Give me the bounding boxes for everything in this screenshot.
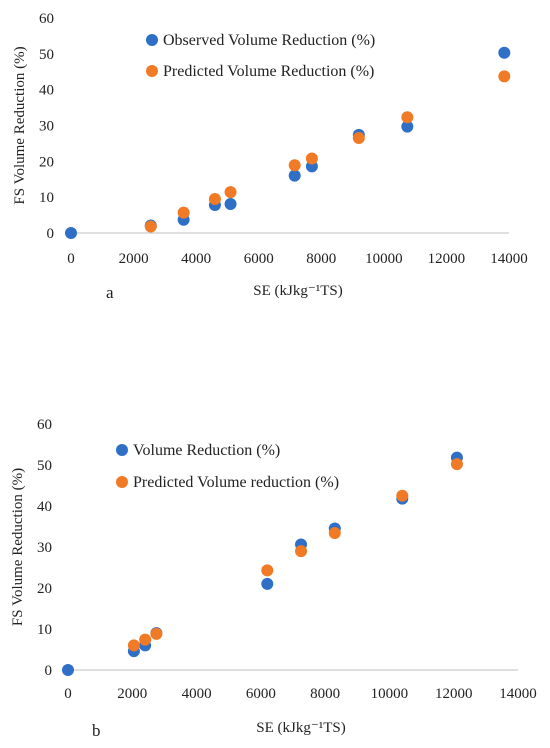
y-tick-label: 40 (37, 499, 52, 515)
y-tick-label: 30 (37, 540, 52, 556)
data-point-series-2 (352, 132, 365, 145)
legend-label: Predicted Volume reduction (%) (133, 474, 339, 491)
data-point-series-2 (450, 458, 463, 471)
legend-marker (116, 476, 128, 488)
data-point-series-2 (288, 159, 301, 172)
y-tick-label: 50 (37, 458, 52, 474)
y-tick-label: 0 (47, 226, 55, 242)
chart-panel-b: 0 10 20 30 40 50 60 0 2000 4000 6000 8000 10000 12000… (10, 417, 537, 740)
legend-label: Volume Reduction (%) (133, 442, 280, 459)
y-tick-label: 0 (45, 663, 53, 679)
legend-label: Observed Volume Reduction (%) (163, 32, 375, 49)
x-axis-title: SE (kJkg⁻¹TS) (256, 720, 346, 736)
data-point-series-1 (65, 227, 77, 239)
y-tick-label: 10 (37, 622, 52, 638)
data-point-series-2 (305, 152, 318, 165)
panel-label: b (92, 721, 101, 740)
data-point-series-2 (127, 639, 140, 652)
data-point-series-2 (144, 220, 157, 233)
x-tick-label: 6000 (246, 686, 276, 702)
legend-label: Predicted Volume Reduction (%) (163, 63, 374, 80)
data-point-series-1 (62, 664, 74, 676)
y-tick-label: 40 (39, 83, 54, 99)
x-axis-title: SE (kJkg⁻¹TS) (253, 283, 343, 299)
data-point-series-2 (224, 186, 237, 199)
data-point-series-1 (401, 120, 414, 133)
data-point-series-2 (295, 545, 308, 558)
y-tick-label: 20 (39, 154, 54, 170)
y-tick-label: 60 (39, 11, 54, 27)
y-tick-label: 20 (37, 581, 52, 597)
y-axis-title: FS Volume Reduction (%) (10, 468, 26, 626)
y-tick-label: 50 (39, 47, 54, 63)
y-tick-label: 30 (39, 119, 54, 135)
data-point-series-1 (261, 577, 274, 590)
data-point-series-2 (328, 527, 341, 540)
data-point-series-2 (498, 70, 511, 83)
chart-panel-a: 0 10 20 30 40 50 60 0 2000 4000 6000 8000 10000 12000… (12, 11, 528, 302)
legend-marker (116, 444, 128, 456)
y-tick-label: 60 (37, 417, 52, 433)
x-tick-label: 4000 (182, 686, 212, 702)
data-point-series-1 (288, 169, 301, 182)
y-tick-label: 10 (39, 190, 54, 206)
panel-label: a (106, 283, 114, 302)
x-tick-label: 10000 (371, 686, 409, 702)
x-tick-label: 14000 (490, 251, 528, 267)
x-tick-label: 8000 (306, 251, 336, 267)
data-point-series-1 (224, 197, 237, 210)
x-tick-label: 0 (67, 251, 75, 267)
data-point-series-2 (177, 206, 190, 219)
x-tick-label: 12000 (435, 686, 473, 702)
x-tick-label: 12000 (428, 251, 466, 267)
x-tick-label: 2000 (117, 686, 147, 702)
x-tick-label: 2000 (119, 251, 149, 267)
x-tick-label: 10000 (365, 251, 403, 267)
data-point-series-2 (396, 489, 409, 502)
legend-marker (146, 34, 158, 46)
legend-marker (146, 65, 158, 77)
x-tick-label: 6000 (244, 251, 274, 267)
data-point-series-2 (208, 192, 221, 205)
data-point-series-2 (401, 111, 414, 124)
x-tick-label: 4000 (181, 251, 211, 267)
x-tick-label: 8000 (310, 686, 340, 702)
data-point-series-2 (139, 633, 152, 646)
x-tick-label: 14000 (499, 686, 537, 702)
y-axis-title: FS Volume Reduction (%) (12, 46, 28, 204)
data-point-series-2 (150, 627, 163, 640)
x-tick-label: 0 (64, 686, 72, 702)
data-point-series-2 (261, 564, 274, 577)
data-point-series-1 (498, 46, 511, 59)
